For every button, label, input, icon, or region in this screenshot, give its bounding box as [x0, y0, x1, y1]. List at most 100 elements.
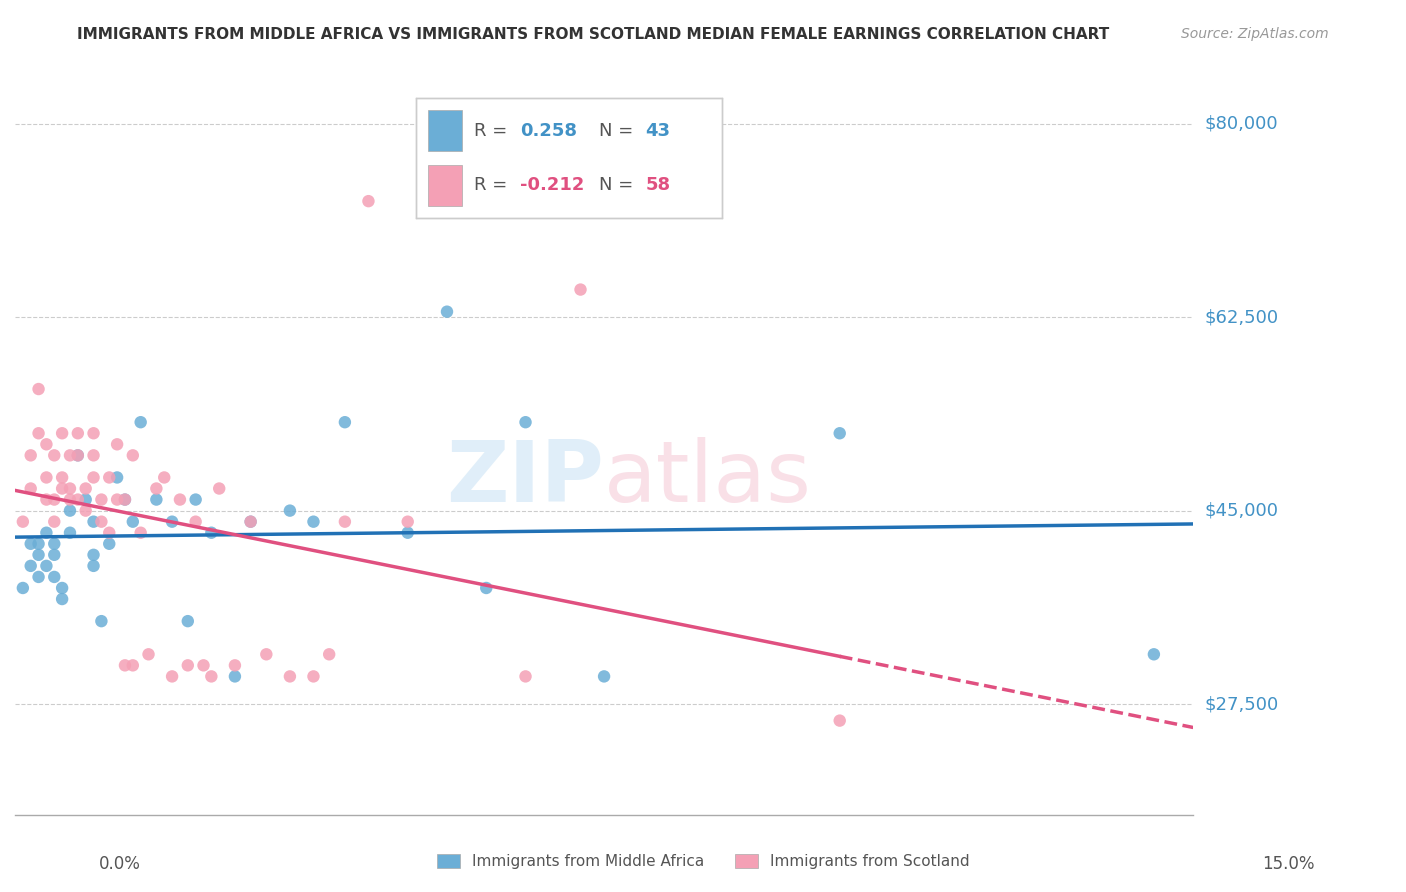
Point [35, 492, 58, 507]
Point [51, 581, 73, 595]
Point [20, 537, 42, 551]
Point [208, 482, 231, 496]
Point [114, 492, 136, 507]
Point [396, 515, 419, 529]
Point [83, 558, 105, 573]
Point [90, 492, 112, 507]
Point [121, 658, 143, 673]
Point [396, 525, 419, 540]
Point [27, 426, 49, 441]
Point [66, 448, 89, 462]
Text: $27,500: $27,500 [1205, 695, 1278, 713]
Point [200, 525, 222, 540]
Point [515, 669, 537, 683]
Point [184, 515, 207, 529]
Point [44, 537, 66, 551]
Point [66, 492, 89, 507]
Point [302, 669, 325, 683]
Point [51, 482, 73, 496]
Point [121, 515, 143, 529]
Point [75, 482, 97, 496]
Point [44, 548, 66, 562]
Point [302, 515, 325, 529]
Point [59, 503, 82, 517]
Point [239, 515, 262, 529]
Point [515, 415, 537, 429]
Point [27, 570, 49, 584]
Point [593, 669, 616, 683]
Point [44, 492, 66, 507]
Point [75, 503, 97, 517]
Point [177, 614, 200, 628]
Point [160, 515, 183, 529]
Point [83, 448, 105, 462]
Point [59, 448, 82, 462]
Point [90, 614, 112, 628]
Point [35, 470, 58, 484]
Point [51, 470, 73, 484]
Point [66, 448, 89, 462]
Point [138, 648, 160, 662]
Point [83, 470, 105, 484]
Text: $45,000: $45,000 [1205, 501, 1278, 520]
Point [436, 304, 458, 318]
Point [20, 448, 42, 462]
Point [828, 714, 851, 728]
Point [59, 492, 82, 507]
Text: Source: ZipAtlas.com: Source: ZipAtlas.com [1181, 27, 1329, 41]
Point [184, 492, 207, 507]
Point [59, 525, 82, 540]
Text: 15.0%: 15.0% [1263, 855, 1315, 872]
Point [153, 470, 176, 484]
Point [828, 426, 851, 441]
Point [239, 515, 262, 529]
Point [224, 658, 246, 673]
Point [90, 515, 112, 529]
Point [51, 592, 73, 607]
Point [169, 492, 191, 507]
Point [75, 492, 97, 507]
Point [20, 558, 42, 573]
Legend: Immigrants from Middle Africa, Immigrants from Scotland: Immigrants from Middle Africa, Immigrant… [430, 848, 976, 875]
Point [20, 482, 42, 496]
Point [145, 492, 167, 507]
Point [44, 448, 66, 462]
Point [83, 515, 105, 529]
Text: atlas: atlas [605, 437, 813, 520]
Point [129, 525, 152, 540]
Point [35, 437, 58, 451]
Point [59, 482, 82, 496]
Text: $80,000: $80,000 [1205, 115, 1278, 133]
Point [200, 669, 222, 683]
Point [27, 548, 49, 562]
Point [224, 669, 246, 683]
Point [254, 648, 277, 662]
Point [318, 648, 340, 662]
Point [98, 470, 121, 484]
Point [121, 448, 143, 462]
Point [105, 470, 128, 484]
Point [129, 415, 152, 429]
Text: ZIP: ZIP [446, 437, 605, 520]
Point [114, 492, 136, 507]
Point [66, 426, 89, 441]
Point [27, 382, 49, 396]
Point [35, 525, 58, 540]
Point [105, 492, 128, 507]
Point [44, 515, 66, 529]
Point [278, 669, 301, 683]
Point [475, 581, 498, 595]
Point [160, 669, 183, 683]
Point [177, 658, 200, 673]
Point [114, 658, 136, 673]
Point [357, 194, 380, 209]
Point [1143, 648, 1166, 662]
Point [35, 558, 58, 573]
Point [44, 570, 66, 584]
Point [11, 581, 34, 595]
Point [11, 515, 34, 529]
Point [27, 537, 49, 551]
Point [83, 426, 105, 441]
Point [51, 426, 73, 441]
Point [98, 525, 121, 540]
